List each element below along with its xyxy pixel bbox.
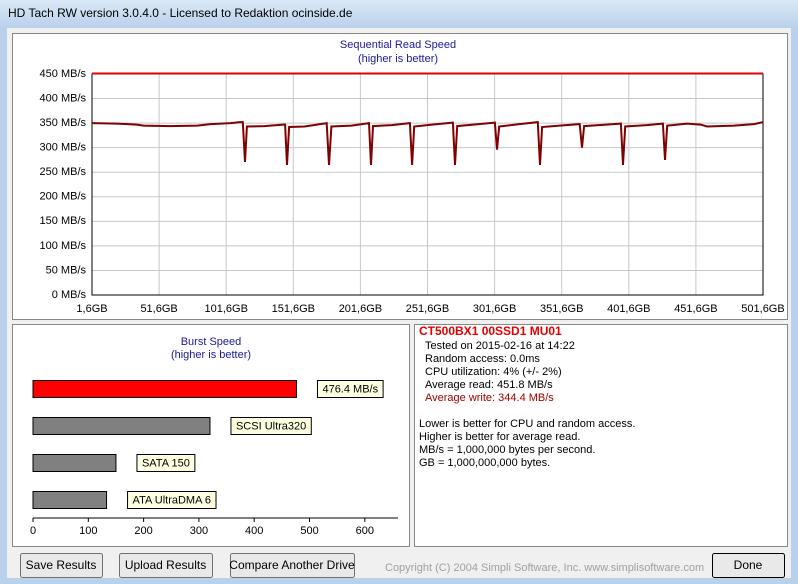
bar-label-box [136, 454, 196, 472]
bar-label-box [127, 491, 217, 509]
info-note: Lower is better for CPU and random acces… [419, 418, 635, 430]
button-label[interactable]: Upload Results [125, 558, 206, 572]
y-tick-label: 250 MB/s [40, 166, 87, 178]
chart-subtitle: (higher is better) [358, 53, 438, 65]
x-tick-label: 51,6GB [140, 303, 177, 315]
chart-subtitle: (higher is better) [171, 349, 251, 361]
x-tick-label: 451,6GB [674, 303, 717, 315]
chart-title: Sequential Read Speed [340, 39, 456, 51]
bar-label: SATA 150 [142, 457, 190, 469]
info-panel [414, 324, 788, 547]
x-tick-label: 1,6GB [76, 303, 107, 315]
x-tick-label: 251,6GB [406, 303, 449, 315]
bar-label: ATA UltraDMA 6 [133, 494, 211, 506]
info-note: GB = 1,000,000,000 bytes. [419, 457, 550, 469]
bar-label-box [230, 417, 312, 435]
x-tick-label: 351,6GB [540, 303, 583, 315]
y-tick-label: 150 MB/s [40, 215, 87, 227]
x-tick-label: 401,6GB [607, 303, 650, 315]
bar [32, 491, 108, 509]
info-line: Random access: 0.0ms [425, 353, 540, 365]
copyright: Copyright (C) 2004 Simpli Software, Inc.… [385, 562, 704, 574]
read-panel [12, 33, 788, 320]
y-tick-label: 200 MB/s [40, 191, 87, 203]
y-tick-label: 350 MB/s [40, 117, 87, 129]
window-title: HD Tach RW version 3.0.4.0 - Licensed to… [8, 6, 353, 20]
y-tick-label: 100 MB/s [40, 240, 87, 252]
bar-label: SCSI Ultra320 [236, 420, 306, 432]
burst-panel [12, 324, 410, 547]
x-tick-label: 0 [30, 525, 36, 537]
info-line: Average read: 451.8 MB/s [425, 379, 553, 391]
speed-line [91, 120, 764, 165]
bar-label-box [316, 380, 384, 398]
button[interactable] [712, 553, 785, 578]
x-tick-label: 200 [134, 525, 152, 537]
y-tick-label: 450 MB/s [40, 68, 87, 80]
button-label[interactable]: Done [734, 558, 763, 572]
button[interactable] [119, 553, 213, 578]
y-tick-label: 50 MB/s [46, 264, 87, 276]
x-tick-label: 151,6GB [272, 303, 315, 315]
x-tick-label: 500 [300, 525, 318, 537]
button[interactable] [230, 553, 355, 578]
title-bar [0, 0, 798, 28]
x-tick-label: 400 [245, 525, 263, 537]
drive-name: CT500BX1 00SSD1 MU01 [419, 324, 562, 338]
x-tick-label: 300 [190, 525, 208, 537]
chart-title: Burst Speed [181, 336, 242, 348]
bar-label: 476.4 MB/s [322, 383, 378, 395]
button-label[interactable]: Compare Another Drive [229, 558, 355, 572]
x-tick-label: 301,6GB [473, 303, 516, 315]
button-label[interactable]: Save Results [26, 558, 97, 572]
button[interactable] [20, 553, 103, 578]
bar [32, 417, 211, 435]
info-line: Average write: 344.4 MB/s [425, 392, 554, 404]
y-tick-label: 400 MB/s [40, 92, 87, 104]
x-tick-label: 201,6GB [339, 303, 382, 315]
info-line: Tested on 2015-02-16 at 14:22 [425, 340, 575, 352]
info-line: CPU utilization: 4% (+/- 2%) [425, 366, 562, 378]
x-tick-label: 101,6GB [204, 303, 247, 315]
x-tick-label: 501,6GB [741, 303, 784, 315]
y-tick-label: 300 MB/s [40, 142, 87, 154]
info-note: MB/s = 1,000,000 bytes per second. [419, 444, 595, 456]
y-tick-label: 0 MB/s [52, 289, 87, 301]
x-tick-label: 100 [79, 525, 97, 537]
bar [32, 380, 297, 398]
bar [32, 454, 117, 472]
x-tick-label: 600 [356, 525, 374, 537]
info-note: Higher is better for average read. [419, 431, 580, 443]
